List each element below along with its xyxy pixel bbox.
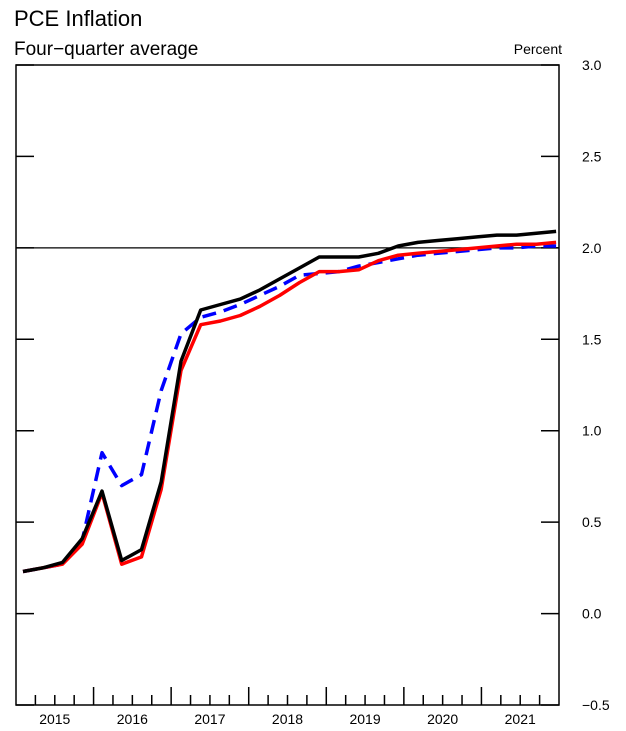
- plot-frame: [15, 64, 560, 706]
- series-line-2: [22, 240, 557, 574]
- x-tick-label: 2017: [194, 711, 225, 727]
- x-tick-label: 2015: [39, 711, 70, 727]
- chart-title: PCE Inflation: [14, 6, 143, 31]
- y-tick-label: 0.5: [582, 514, 602, 530]
- x-tick-label: 2019: [349, 711, 380, 727]
- y-tick-label: 0.0: [582, 606, 602, 622]
- y-tick-label: 1.0: [582, 423, 602, 439]
- series-line-3: [22, 229, 557, 574]
- y-tick-label: −0.5: [582, 697, 610, 713]
- y-unit-label: Percent: [514, 41, 562, 57]
- y-tick-label: 2.5: [582, 148, 602, 164]
- y-tick-label: 1.5: [582, 331, 602, 347]
- series-line-1: [22, 244, 557, 574]
- y-tick-label: 2.0: [582, 240, 602, 256]
- x-tick-label: 2016: [117, 711, 148, 727]
- x-tick-label: 2020: [427, 711, 458, 727]
- x-tick-label: 2021: [505, 711, 536, 727]
- y-tick-label: 3.0: [582, 57, 602, 73]
- x-tick-label: 2018: [272, 711, 303, 727]
- chart-subtitle: Four−quarter average: [14, 39, 199, 60]
